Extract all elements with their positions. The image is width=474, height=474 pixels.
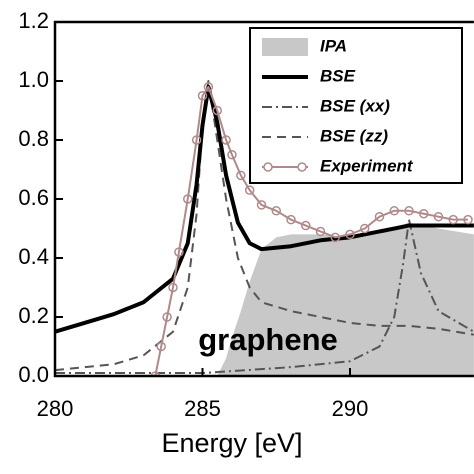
y-tick-label: 0.2 [18,303,49,328]
marker [168,282,178,293]
marker [330,232,340,243]
marker [404,206,414,216]
area [217,222,474,376]
marker [183,194,193,204]
marker [463,214,473,225]
marker [315,226,326,237]
marker [374,211,385,222]
line [55,218,474,375]
legend-label: BSE [320,66,356,85]
marker [286,214,296,225]
legend-marker [297,162,307,172]
marker [227,150,237,160]
marker [433,211,444,222]
marker [156,341,166,352]
marker [271,206,281,216]
marker [244,185,255,195]
marker [162,312,172,322]
marker [345,229,355,240]
legend-label: IPA [320,36,347,55]
y-tick-label: 0.0 [18,362,49,387]
marker [197,91,208,101]
x-tick-label: 290 [332,396,369,421]
marker [389,206,399,216]
marker [212,105,222,116]
x-tick-label: 285 [184,396,221,421]
marker [301,220,311,231]
line [55,80,474,372]
legend-marker [263,162,273,172]
marker [221,135,231,145]
marker [203,82,214,92]
x-tick-label: 280 [37,396,74,421]
marker [448,214,458,225]
marker [150,371,161,376]
y-tick-label: 0.8 [18,126,49,151]
marker [174,247,184,257]
axis-frame [53,20,474,378]
y-tick-label: 0.6 [18,185,49,210]
axes: 0.0 0.2 0.4 0.6 0.8 1.0 1.2 280 285 290 [18,8,474,421]
marker [191,135,202,145]
y-tick-label: 1.2 [18,8,49,33]
marker [256,200,267,210]
marker [360,223,370,234]
marker [419,209,429,219]
legend-label: Experiment [320,156,414,175]
legend-label: BSE (zz) [320,126,388,145]
legend-label: BSE (xx) [320,96,390,115]
legend: IPA BSE BSE (xx) BSE (zz) Experiment [249,27,463,184]
y-tick-label: 0.4 [18,244,49,269]
line [55,84,474,334]
y-tick-label: 1.0 [18,67,49,92]
x-axis-label: Energy [eV] [161,428,302,458]
line [154,85,468,376]
marker [236,170,246,181]
annotation: graphene [198,322,338,357]
plot-area [55,80,474,376]
legend-swatch [262,38,308,56]
